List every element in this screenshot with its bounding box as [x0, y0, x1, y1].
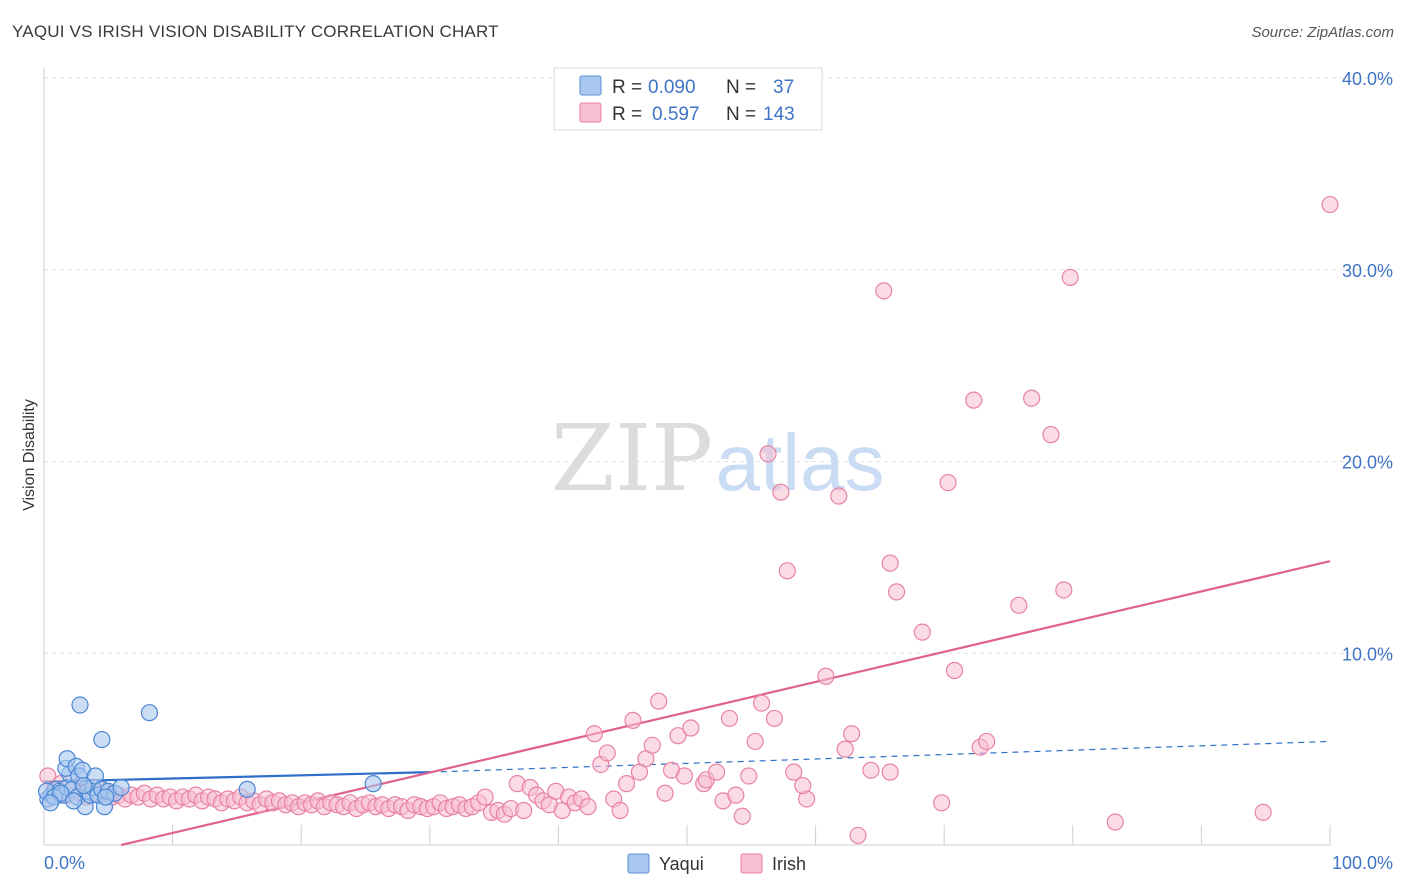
- legend-swatch-yaqui: [579, 75, 602, 96]
- irish-point: [830, 487, 848, 505]
- y-tick-label: 30.0%: [1342, 261, 1393, 281]
- irish-point: [476, 788, 494, 806]
- yaqui-point: [112, 778, 130, 797]
- legend-n-label: N =: [726, 77, 756, 98]
- irish-point: [772, 483, 790, 501]
- irish-point: [881, 554, 899, 572]
- yaqui-point: [97, 788, 115, 806]
- irish-point: [875, 282, 893, 300]
- irish-point: [1055, 581, 1073, 599]
- series-legend: Yaqui Irish: [627, 853, 806, 874]
- legend-n-label: N =: [726, 104, 756, 125]
- irish-point: [746, 732, 764, 751]
- irish-point: [817, 667, 835, 685]
- irish-points: [39, 195, 1339, 845]
- irish-point: [720, 709, 739, 728]
- irish-point: [765, 709, 784, 728]
- irish-point: [515, 801, 533, 820]
- y-tick-label: 10.0%: [1342, 644, 1393, 664]
- irish-point: [862, 761, 880, 779]
- yaqui-point: [64, 792, 83, 810]
- irish-point: [759, 445, 777, 463]
- irish-point: [740, 767, 758, 785]
- y-axis-label: Vision Disability: [21, 399, 38, 511]
- irish-point: [643, 736, 661, 754]
- legend-r-label: R =: [612, 104, 642, 125]
- irish-point: [794, 776, 812, 795]
- irish-point: [585, 725, 604, 743]
- yaqui-point: [41, 794, 60, 812]
- irish-point: [650, 692, 668, 710]
- irish-point: [933, 794, 951, 812]
- legend-r-value: 0.597: [652, 104, 700, 125]
- irish-point: [675, 767, 694, 785]
- legend-swatch-irish: [579, 102, 602, 123]
- yaqui-point: [364, 775, 382, 793]
- y-tick-label: 20.0%: [1342, 453, 1393, 473]
- irish-point: [1321, 195, 1339, 214]
- watermark-atlas: atlas: [716, 418, 885, 507]
- irish-point: [913, 623, 931, 641]
- watermark: ZIP atlas: [551, 405, 885, 512]
- irish-point: [617, 775, 636, 793]
- irish-point: [598, 744, 616, 762]
- irish-point: [843, 725, 861, 743]
- legend-r-label: R =: [612, 77, 642, 98]
- correlation-legend: R = 0.090 N = 37 R = 0.597 N = 143: [553, 67, 823, 131]
- legend-label-irish: Irish: [772, 854, 806, 874]
- x-tick-label: 0.0%: [44, 853, 85, 873]
- irish-point: [939, 473, 957, 492]
- irish-point: [1023, 389, 1041, 407]
- legend-swatch-irish: [740, 853, 763, 874]
- tick-labels: 10.0% 20.0% 30.0% 40.0% 0.0% 100.0%: [44, 69, 1393, 873]
- irish-point: [707, 763, 726, 781]
- yaqui-trend-extension: [429, 740, 1331, 773]
- irish-point: [785, 763, 803, 781]
- chart-title: YAQUI VS IRISH VISION DISABILITY CORRELA…: [12, 22, 499, 41]
- irish-point: [888, 583, 906, 601]
- yaqui-point: [71, 696, 89, 714]
- legend-n-value: 37: [773, 77, 794, 98]
- yaqui-point: [140, 704, 159, 722]
- irish-point: [682, 719, 700, 737]
- gridlines: [44, 77, 1392, 845]
- irish-point: [836, 740, 854, 758]
- watermark-zip: ZIP: [551, 405, 713, 512]
- yaqui-points: [37, 696, 382, 816]
- legend-r-value: 0.090: [648, 77, 696, 98]
- yaqui-point: [93, 730, 111, 749]
- irish-point: [849, 826, 867, 845]
- y-tick-label: 40.0%: [1342, 69, 1393, 89]
- yaqui-trend-line: [43, 771, 430, 783]
- irish-point: [656, 784, 674, 802]
- yaqui-point: [238, 780, 256, 798]
- legend-label-yaqui: Yaqui: [659, 854, 704, 874]
- legend-n-value: 143: [763, 104, 795, 125]
- source-label: Source: ZipAtlas.com: [1251, 24, 1394, 41]
- x-tick-label: 100.0%: [1332, 853, 1393, 873]
- axes: [43, 68, 1330, 846]
- irish-point: [881, 763, 899, 781]
- irish-point: [1042, 426, 1060, 444]
- yaqui-point: [75, 776, 93, 795]
- irish-point: [733, 807, 751, 825]
- irish-point: [727, 786, 745, 804]
- irish-point: [752, 694, 771, 712]
- irish-point: [579, 798, 597, 816]
- irish-point: [945, 661, 964, 680]
- irish-point: [978, 732, 996, 751]
- irish-point: [624, 711, 642, 729]
- irish-point: [669, 727, 687, 745]
- irish-point: [1061, 268, 1079, 287]
- irish-point: [778, 562, 796, 580]
- irish-point: [1254, 803, 1272, 822]
- irish-point: [965, 391, 983, 409]
- legend-swatch-yaqui: [627, 853, 650, 874]
- irish-point: [1106, 813, 1124, 831]
- irish-point: [1010, 596, 1028, 614]
- irish-point: [611, 801, 629, 820]
